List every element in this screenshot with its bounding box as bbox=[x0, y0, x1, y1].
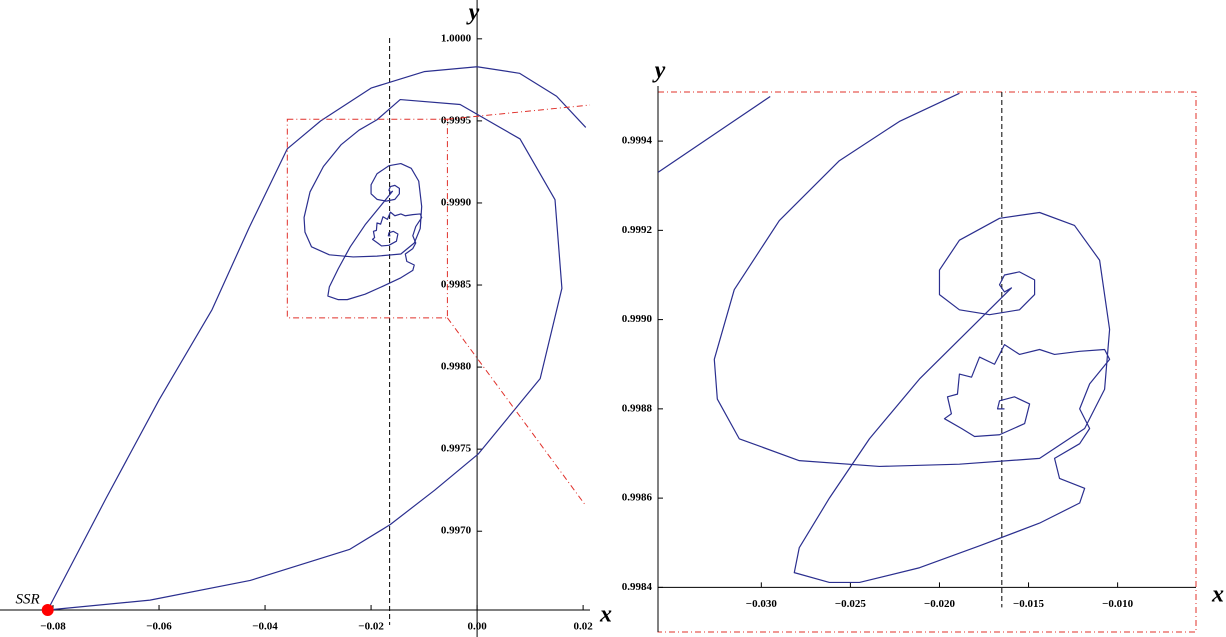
zoom-frame bbox=[657, 91, 1197, 633]
annotation: SSR bbox=[16, 591, 40, 607]
y-tick-label: 0.9970 bbox=[441, 525, 472, 537]
x-tick-label: −0.010 bbox=[1102, 598, 1134, 610]
y-tick-label: 1.0000 bbox=[441, 32, 472, 44]
zoom-connector bbox=[447, 104, 591, 120]
x-tick-label: −0.04 bbox=[252, 621, 278, 633]
y-tick-label: 0.9984 bbox=[622, 581, 653, 593]
x-axis-label: x bbox=[599, 602, 612, 628]
y-tick-label: 0.9988 bbox=[622, 402, 653, 414]
x-tick-label: −0.02 bbox=[358, 621, 384, 633]
y-tick-label: 0.9985 bbox=[441, 279, 472, 291]
x-tick-label: −0.06 bbox=[146, 621, 172, 633]
x-tick-label: −0.025 bbox=[835, 598, 867, 610]
zoom-box bbox=[286, 118, 448, 319]
y-tick-label: 0.9986 bbox=[622, 492, 653, 504]
trajectory bbox=[47, 66, 587, 611]
x-tick-label: 0.02 bbox=[573, 621, 593, 633]
x-tick-label: −0.020 bbox=[924, 598, 956, 610]
start-point bbox=[41, 604, 54, 616]
plot-area bbox=[47, 66, 587, 611]
y-tick-label: 0.9992 bbox=[622, 224, 653, 236]
zoom-connector bbox=[447, 317, 587, 507]
y-tick-label: 0.9995 bbox=[441, 114, 472, 126]
plot-area bbox=[658, 92, 1111, 584]
y-tick-label: 0.9990 bbox=[441, 196, 472, 208]
y-axis-label: y bbox=[466, 0, 480, 26]
x-tick-label: −0.08 bbox=[40, 621, 66, 633]
x-tick-label: 0.00 bbox=[467, 621, 487, 633]
y-tick-label: 0.9990 bbox=[622, 313, 653, 325]
x-tick-label: −0.030 bbox=[746, 598, 778, 610]
y-tick-label: 0.9975 bbox=[441, 443, 472, 455]
x-tick-label: −0.015 bbox=[1013, 598, 1045, 610]
x-axis-label: x bbox=[1211, 582, 1224, 608]
y-tick-label: 0.9980 bbox=[441, 361, 472, 373]
trajectory bbox=[658, 92, 1111, 584]
y-tick-label: 0.9994 bbox=[622, 135, 653, 147]
y-axis-label: y bbox=[652, 58, 666, 84]
